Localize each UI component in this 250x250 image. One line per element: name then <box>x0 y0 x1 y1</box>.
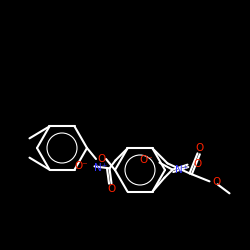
Text: O⁻: O⁻ <box>140 155 153 165</box>
Text: O⁻: O⁻ <box>75 161 88 171</box>
Text: O: O <box>97 154 105 164</box>
Text: O: O <box>107 184 116 194</box>
Text: O: O <box>196 143 203 153</box>
Text: N⁺: N⁺ <box>94 163 108 173</box>
Text: O: O <box>212 177 221 187</box>
Text: O: O <box>194 159 202 169</box>
Text: N⁺: N⁺ <box>174 165 188 175</box>
